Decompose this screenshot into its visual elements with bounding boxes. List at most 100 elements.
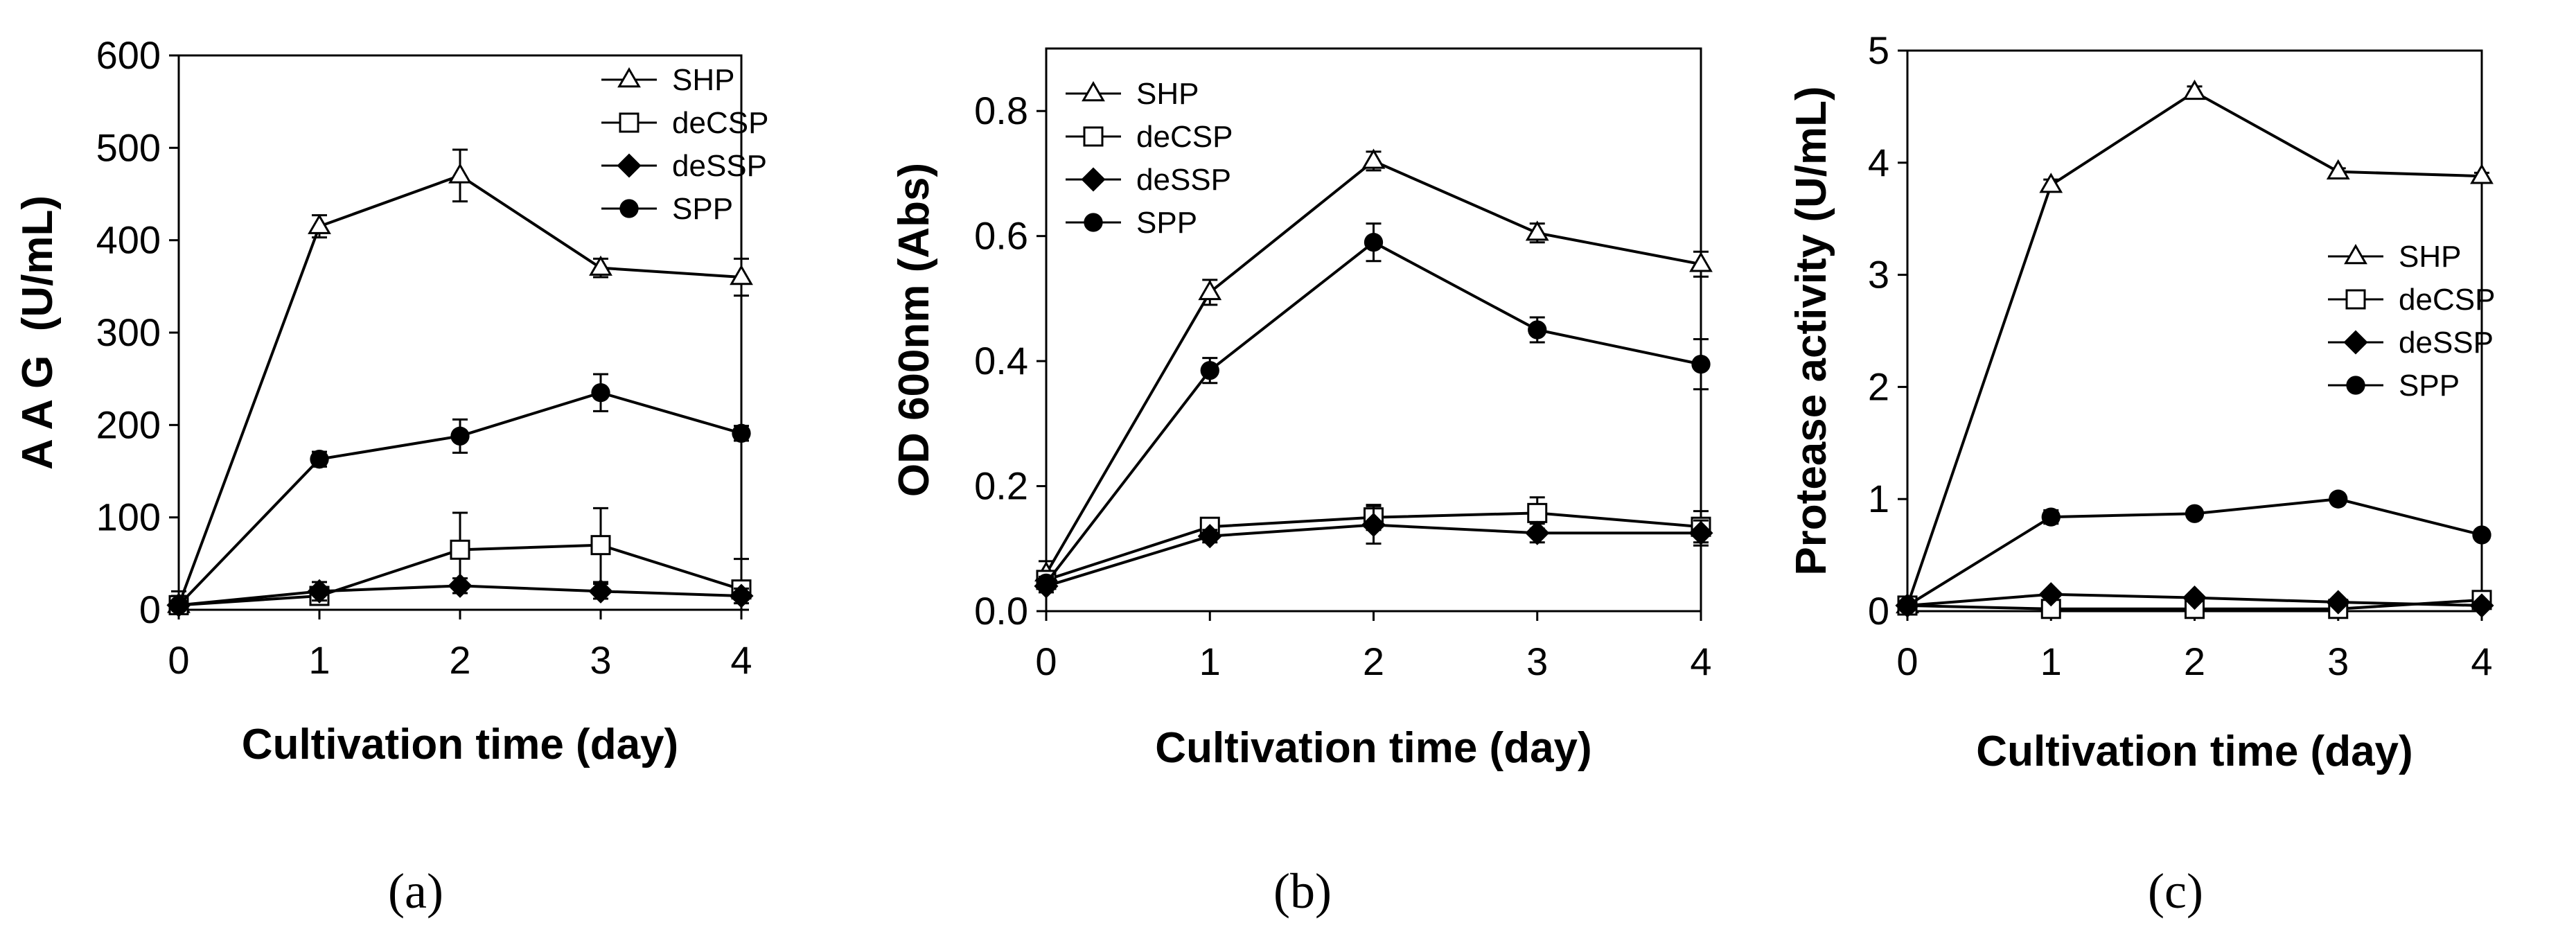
legend-label: deCSP bbox=[1136, 120, 1233, 154]
legend-label: SHP bbox=[2399, 240, 2461, 274]
data-point bbox=[448, 573, 473, 598]
legend-item-deCSP: deCSP bbox=[1066, 120, 1233, 154]
legend-item-SPP: SPP bbox=[2328, 369, 2460, 403]
y-axis-title: Protease activity (U/mL) bbox=[1788, 86, 1835, 575]
legend-marker bbox=[2345, 289, 2366, 310]
x-tick-label: 4 bbox=[730, 638, 752, 682]
data-point bbox=[1036, 573, 1056, 593]
legend-item-deSSP: deSSP bbox=[2328, 326, 2494, 360]
data-point bbox=[588, 579, 613, 604]
data-point bbox=[1898, 596, 1917, 615]
data-point bbox=[2041, 507, 2061, 527]
legend-marker bbox=[1083, 126, 1104, 147]
y-tick-label: 100 bbox=[96, 495, 161, 539]
legend-item-deCSP: deCSP bbox=[2328, 283, 2495, 317]
legend-item-SHP: SHP bbox=[601, 63, 734, 97]
data-point bbox=[2039, 173, 2063, 193]
data-point bbox=[2182, 586, 2207, 610]
x-axis-title: Cultivation time (day) bbox=[1155, 724, 1591, 772]
data-point bbox=[732, 423, 751, 443]
y-tick-label: 2 bbox=[1868, 364, 1889, 408]
y-tick-label: 0.4 bbox=[974, 339, 1028, 382]
x-tick-label: 3 bbox=[2327, 640, 2349, 683]
data-point bbox=[1688, 520, 1713, 545]
data-point bbox=[2038, 582, 2063, 607]
y-tick-label: 0.8 bbox=[974, 89, 1028, 132]
panel-label: (b) bbox=[1273, 863, 1332, 919]
x-tick-label: 4 bbox=[2471, 640, 2492, 683]
data-point bbox=[2182, 79, 2207, 100]
series-SPP bbox=[1036, 222, 1711, 593]
legend-item-deCSP: deCSP bbox=[601, 106, 768, 140]
x-tick-label: 2 bbox=[449, 638, 470, 682]
legend-marker bbox=[1082, 81, 1105, 102]
y-tick-label: 400 bbox=[96, 218, 161, 262]
legend-item-deSSP: deSSP bbox=[1066, 163, 1231, 197]
data-point bbox=[2326, 159, 2350, 179]
data-point bbox=[591, 383, 610, 403]
legend-label: deSSP bbox=[2399, 326, 2494, 360]
legend-marker bbox=[2344, 244, 2367, 265]
data-point bbox=[1525, 220, 1549, 241]
chart-panel-1: 0 100 200 300 400 500 600 0 1 2 3 4 Cultivation time… bbox=[14, 33, 768, 919]
legend-marker bbox=[1084, 213, 1103, 232]
y-tick-label: 0.0 bbox=[974, 589, 1028, 633]
data-point bbox=[450, 539, 470, 560]
y-axis-title: A A G (U/mL) bbox=[14, 195, 62, 470]
data-point bbox=[2329, 489, 2348, 509]
x-tick-label: 2 bbox=[2184, 640, 2205, 683]
data-point bbox=[729, 583, 754, 608]
legend-label: SPP bbox=[2399, 369, 2460, 403]
data-point bbox=[2469, 593, 2494, 618]
data-point bbox=[2470, 164, 2494, 184]
x-tick-label: 2 bbox=[1363, 640, 1384, 683]
legend-item-SHP: SHP bbox=[2328, 240, 2461, 274]
y-tick-label: 500 bbox=[96, 125, 161, 169]
legend-label: SHP bbox=[672, 63, 734, 97]
y-tick-label: 4 bbox=[1868, 141, 1889, 184]
x-tick-label: 0 bbox=[1035, 640, 1057, 683]
panel-label: (a) bbox=[388, 863, 443, 919]
data-point bbox=[169, 595, 188, 615]
data-point bbox=[1198, 279, 1222, 301]
legend-label: SPP bbox=[672, 192, 733, 226]
legend-label: deCSP bbox=[672, 106, 768, 140]
data-point bbox=[2472, 525, 2491, 545]
data-point bbox=[307, 579, 332, 604]
legend-marker bbox=[617, 67, 641, 88]
legend: SHP deCSP deSSP SPP bbox=[1066, 77, 1233, 240]
x-axis-title: Cultivation time (day) bbox=[242, 721, 678, 768]
data-point bbox=[1527, 502, 1548, 523]
legend-label: deCSP bbox=[2399, 283, 2495, 317]
panel-label: (c) bbox=[2148, 863, 2203, 919]
legend-marker bbox=[2346, 376, 2365, 395]
data-point bbox=[2185, 504, 2205, 523]
data-point bbox=[1528, 320, 1547, 340]
legend: SHP deCSP deSSP SPP bbox=[2328, 240, 2495, 403]
legend-item-SPP: SPP bbox=[1066, 206, 1197, 240]
legend-marker bbox=[2343, 330, 2368, 355]
plot-frame bbox=[1906, 49, 2483, 613]
data-point bbox=[1361, 148, 1386, 169]
series-line bbox=[1906, 90, 2482, 606]
legend-marker bbox=[617, 153, 642, 178]
data-point bbox=[1200, 360, 1219, 380]
data-point bbox=[450, 426, 470, 446]
chart-panel-3: 0 1 2 3 4 5 0 1 2 3 4 Cultivation time (day) Proteas… bbox=[1788, 28, 2495, 919]
x-tick-label: 1 bbox=[308, 638, 330, 682]
legend-label: deSSP bbox=[1136, 163, 1231, 197]
y-tick-label: 0.2 bbox=[974, 464, 1028, 508]
legend-label: deSSP bbox=[672, 149, 767, 183]
x-tick-label: 3 bbox=[1526, 640, 1548, 683]
data-point bbox=[310, 450, 329, 469]
x-tick-label: 1 bbox=[2040, 640, 2062, 683]
legend-label: SPP bbox=[1136, 206, 1197, 240]
y-tick-label: 0.6 bbox=[974, 214, 1028, 258]
legend-marker bbox=[619, 112, 639, 133]
x-tick-label: 3 bbox=[590, 638, 611, 682]
y-tick-label: 0 bbox=[139, 588, 161, 631]
x-tick-label: 1 bbox=[1199, 640, 1221, 683]
legend: SHP deCSP deSSP SPP bbox=[601, 63, 768, 226]
chart-panel-2: 0.0 0.2 0.4 0.6 0.8 0 1 2 3 4 Cultivation time (da… bbox=[890, 47, 1713, 919]
